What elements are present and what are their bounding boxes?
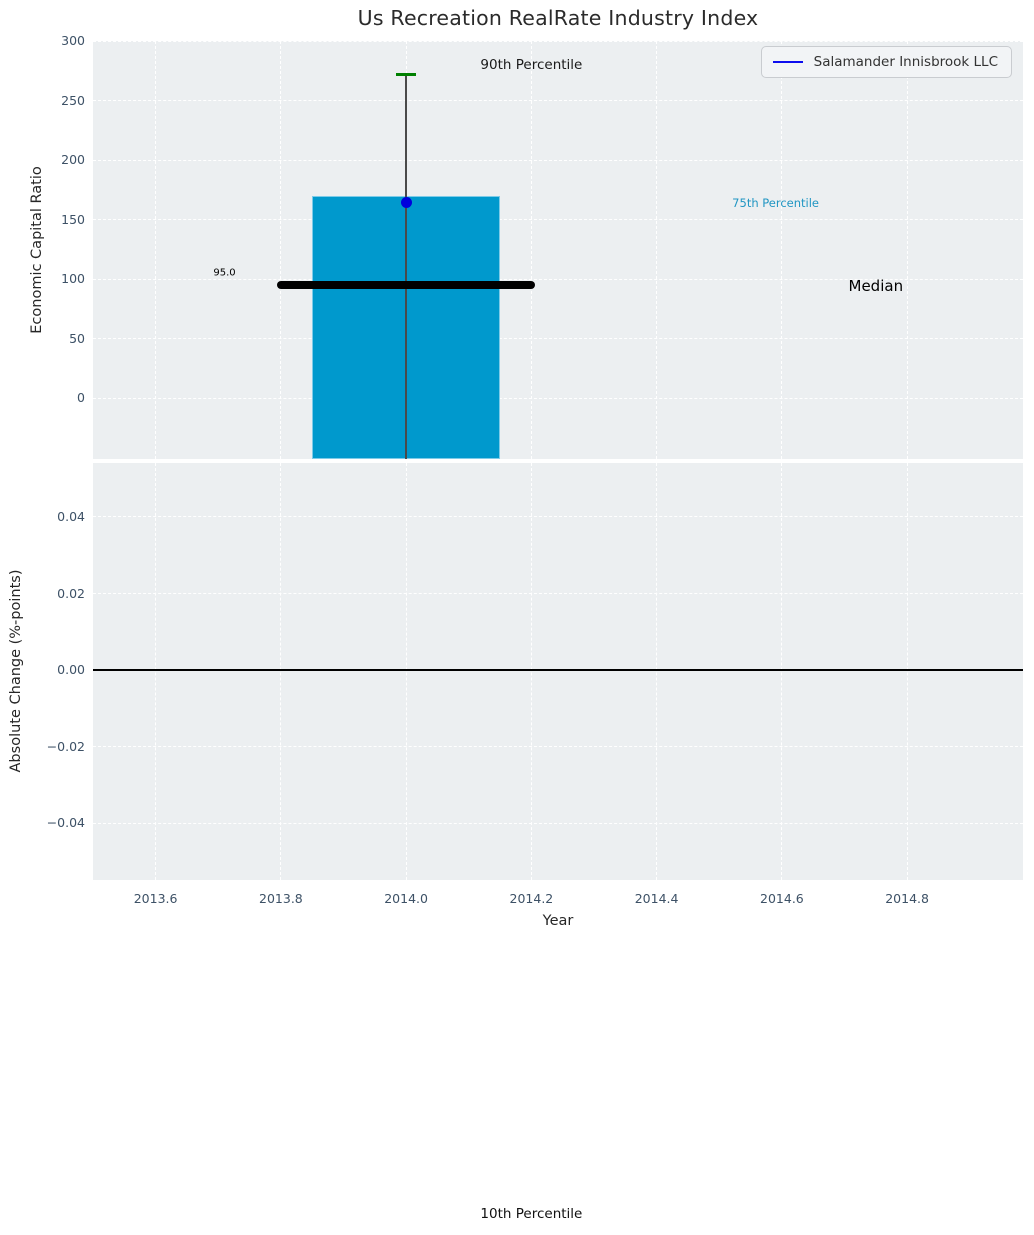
x-tick-label: 2014.0 <box>384 891 428 906</box>
gridline-horizontal <box>93 100 1023 101</box>
gridline-horizontal <box>93 41 1023 42</box>
ninetieth-percentile-cap <box>396 72 417 76</box>
whisker-line <box>405 74 408 459</box>
gridline-horizontal <box>93 822 1023 824</box>
gridline-vertical <box>155 41 157 459</box>
y-tick-label: 300 <box>61 33 85 48</box>
y-tick-label: 0.02 <box>57 585 85 601</box>
zero-line <box>93 669 1023 671</box>
y-tick-label: 150 <box>61 211 85 227</box>
x-tick-label: 2014.6 <box>760 891 804 906</box>
gridline-horizontal <box>93 219 1023 220</box>
x-tick-label: 2014.2 <box>509 891 554 906</box>
gridline-horizontal <box>93 746 1023 747</box>
legend-entry-label: Salamander Innisbrook LLC <box>813 54 998 70</box>
x-tick-label: 2014.8 <box>885 891 929 906</box>
gridline-vertical <box>906 463 908 880</box>
x-tick-label: 2013.6 <box>133 891 178 906</box>
gridline-vertical <box>405 463 407 880</box>
legend: Salamander Innisbrook LLC <box>760 46 1012 78</box>
y-tick-label: 0.00 <box>57 662 85 677</box>
median-line <box>276 280 536 289</box>
gridline-horizontal <box>93 159 1023 161</box>
y-tick-label: 100 <box>61 271 85 286</box>
gridline-vertical <box>656 41 658 459</box>
y-tick-label: 50 <box>69 330 85 346</box>
bottom-axes-panel <box>93 463 1023 880</box>
gridline-vertical <box>155 463 157 880</box>
gridline-horizontal <box>93 397 1023 399</box>
y-axis-label-top: Economic Capital Ratio <box>29 166 45 334</box>
gridline-vertical <box>280 41 282 459</box>
annotation: 95.0 <box>213 267 236 279</box>
x-tick-label: 2014.4 <box>634 891 679 906</box>
x-axis-label: Year <box>542 913 574 929</box>
annotation: 90th Percentile <box>480 56 583 73</box>
annotation: Median <box>848 277 904 296</box>
x-tick-label: 2013.8 <box>259 891 303 906</box>
y-tick-label: 200 <box>61 152 85 167</box>
company-point-marker <box>400 197 412 209</box>
gridline-horizontal <box>93 338 1023 339</box>
tenth-percentile-annotation: 10th Percentile <box>480 1206 583 1222</box>
gridline-vertical <box>781 41 783 459</box>
y-tick-label: −0.04 <box>46 815 85 830</box>
y-tick-label: 0 <box>77 390 85 405</box>
y-tick-label: −0.02 <box>46 738 85 754</box>
y-tick-label: 250 <box>61 92 85 108</box>
gridline-vertical <box>656 463 658 880</box>
gridline-vertical <box>781 463 783 880</box>
gridline-horizontal <box>93 593 1023 594</box>
gridline-vertical <box>530 41 532 459</box>
gridline-vertical <box>906 41 908 459</box>
annotation: 75th Percentile <box>732 195 820 210</box>
legend-line-icon <box>772 61 803 63</box>
top-axes-panel: Salamander Innisbrook LLC 90th Percentil… <box>93 41 1023 459</box>
gridline-vertical <box>530 463 532 880</box>
gridline-horizontal <box>93 516 1023 518</box>
y-tick-label: 0.04 <box>57 508 85 524</box>
gridline-vertical <box>280 463 282 880</box>
chart-title: Us Recreation RealRate Industry Index <box>357 6 759 30</box>
gridline-horizontal <box>93 278 1023 280</box>
